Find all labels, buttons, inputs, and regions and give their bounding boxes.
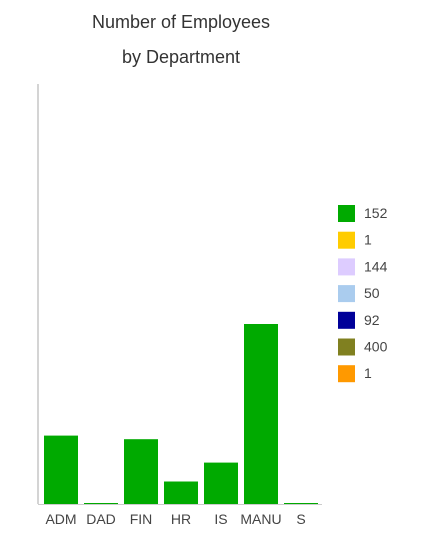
x-tick-label: DAD	[86, 511, 116, 527]
legend-label: 50	[364, 285, 380, 301]
legend-swatch	[338, 311, 355, 329]
legend-swatch	[338, 231, 355, 249]
x-axis-labels: ADM DAD FIN HR IS MANU S	[45, 511, 305, 527]
chart-axes	[37, 84, 322, 505]
x-tick-label: HR	[171, 511, 191, 527]
bar-fin[interactable]	[124, 439, 158, 504]
x-tick-label: MANU	[240, 511, 281, 527]
legend-label: 1	[364, 365, 372, 381]
legend-swatch	[338, 365, 355, 383]
legend-label: 144	[364, 258, 388, 274]
bar-s[interactable]	[284, 503, 318, 504]
x-tick-label: ADM	[45, 511, 76, 527]
legend-label: 1	[364, 232, 372, 248]
legend-swatch	[338, 338, 355, 356]
chart-bars	[44, 324, 318, 504]
bar-adm[interactable]	[44, 435, 78, 504]
x-tick-label: FIN	[130, 511, 153, 527]
legend-label: 92	[364, 312, 380, 328]
legend-label: 400	[364, 339, 388, 355]
x-tick-label: S	[296, 511, 305, 527]
chart-title-line-1: Number of Employees	[91, 12, 271, 32]
legend-swatch	[338, 258, 355, 276]
legend-label: 152	[364, 205, 388, 221]
x-tick-label: IS	[214, 511, 227, 527]
bar-manu[interactable]	[244, 324, 278, 504]
legend-swatch	[338, 205, 355, 222]
bar-hr[interactable]	[164, 481, 198, 505]
chart-legend: 152 1 144 50 92 400 1	[338, 205, 388, 383]
legend-swatch	[338, 285, 355, 303]
chart-title-line-2: by Department	[121, 47, 241, 67]
bar-is[interactable]	[204, 462, 238, 504]
bar-dad[interactable]	[84, 503, 118, 504]
